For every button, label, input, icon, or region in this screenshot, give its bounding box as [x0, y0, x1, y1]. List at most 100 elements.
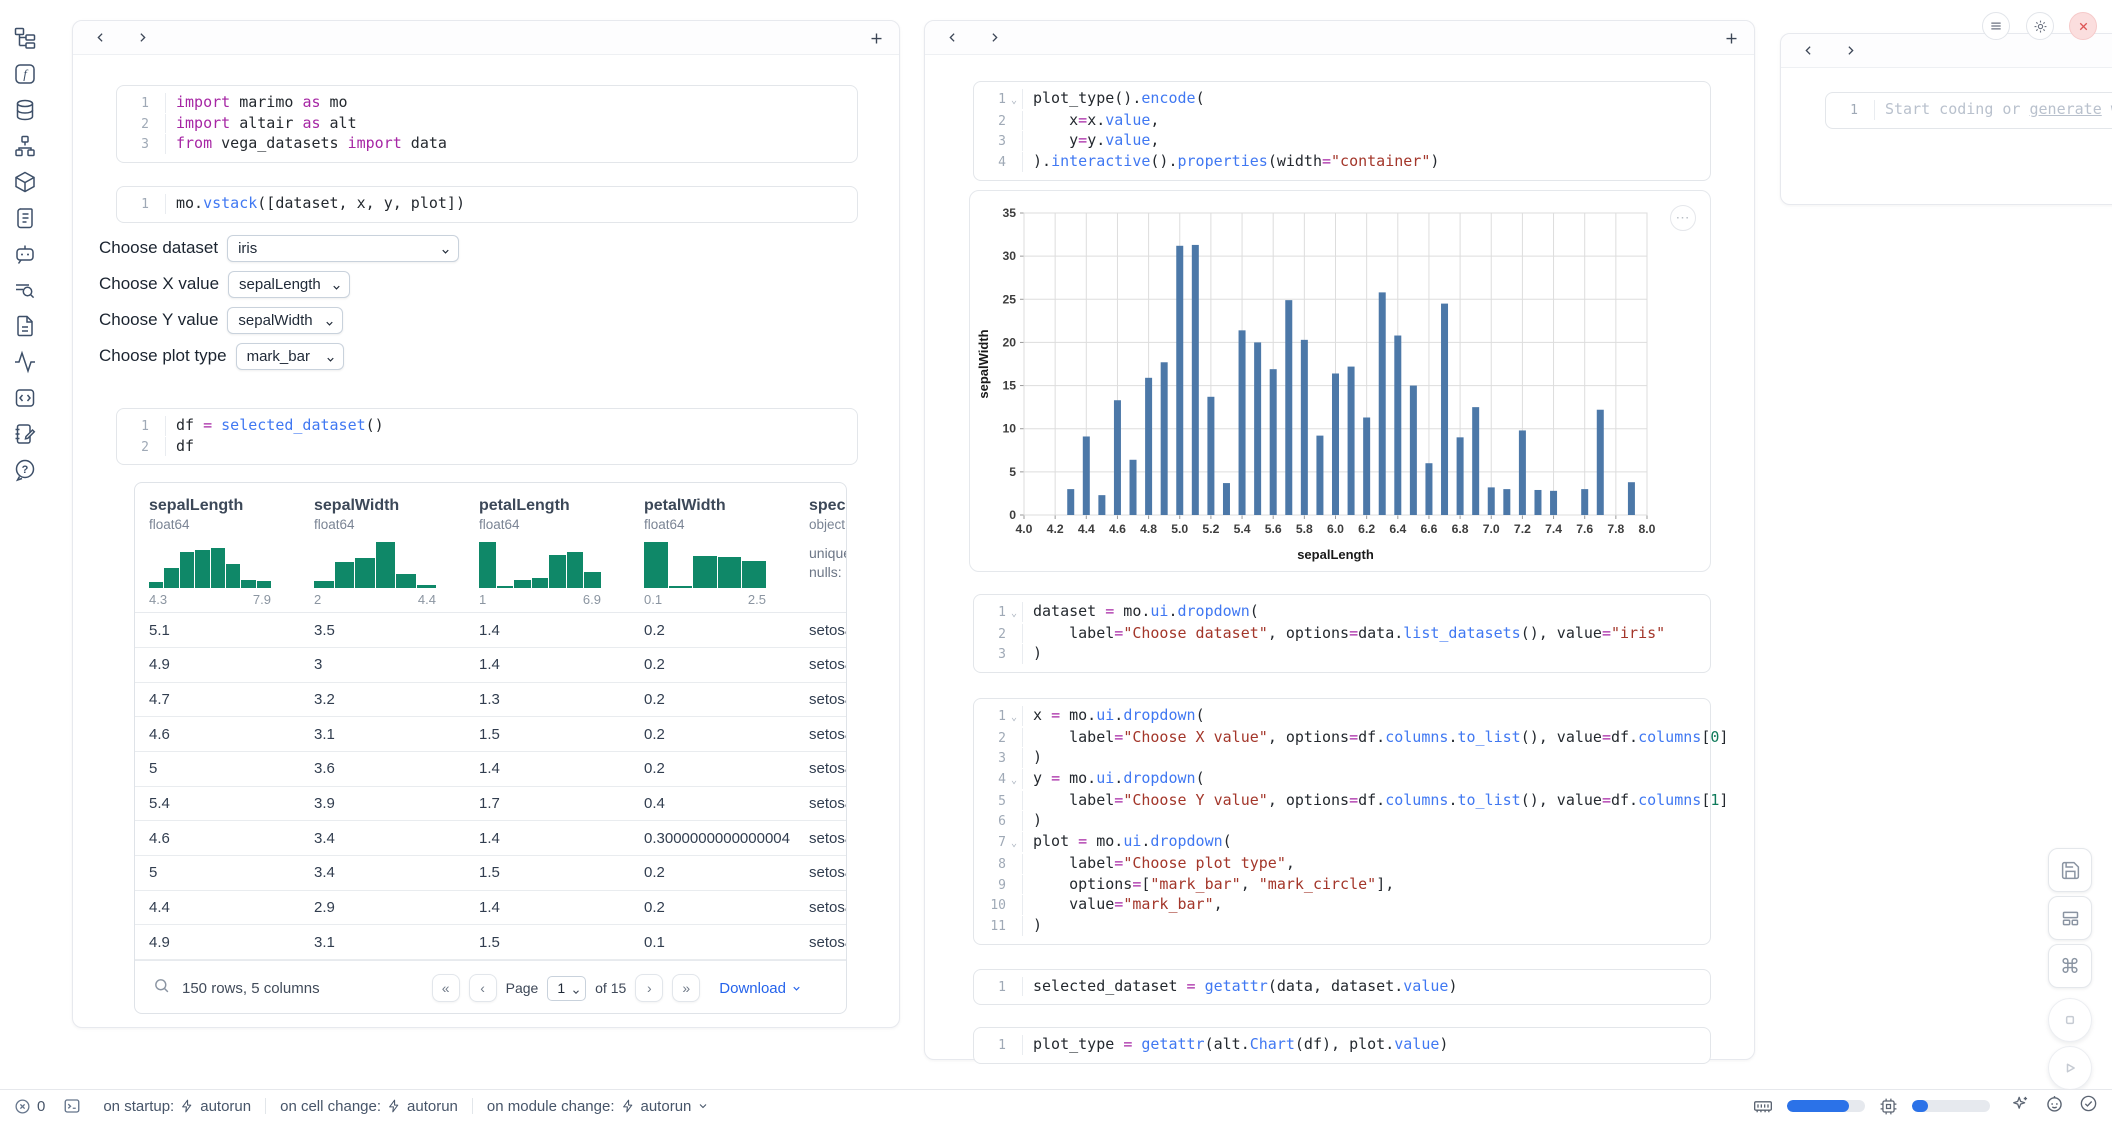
code-line[interactable]: x = mo.ui.dropdown(	[1022, 705, 1702, 726]
help-icon[interactable]: ?	[13, 458, 37, 482]
database-icon[interactable]	[13, 98, 37, 122]
code-line[interactable]: )	[1022, 915, 1702, 936]
table-row[interactable]: 4.7 3.2 1.3 0.2 setosa	[135, 683, 846, 718]
code-line[interactable]: plot_type = getattr(alt.Chart(df), plot.…	[1022, 1035, 1702, 1056]
table-search-icon[interactable]	[153, 977, 170, 999]
column-header-sepalLength[interactable]: sepalLength float64 4.3 7.9	[149, 497, 314, 612]
dropdown-choose-dataset[interactable]: iris	[227, 234, 460, 262]
cell-selected-dataset[interactable]: 1 selected_dataset = getattr(data, datase…	[973, 968, 1711, 1006]
code-line[interactable]: x=x.value,	[1022, 110, 1702, 131]
add-cell-button[interactable]	[863, 27, 889, 49]
code-line[interactable]: label="Choose dataset", options=data.lis…	[1022, 623, 1702, 644]
fold-toggle-icon[interactable]: ⌄	[1010, 607, 1018, 619]
table-row[interactable]: 4.6 3.1 1.5 0.2 setosa	[135, 717, 846, 752]
table-row[interactable]: 4.9 3 1.4 0.2 setosa	[135, 648, 846, 683]
cell-df[interactable]: 1 df = selected_dataset() 2 df	[116, 407, 858, 466]
stop-kernel-button[interactable]	[2048, 998, 2092, 1042]
code-line[interactable]: )	[1022, 748, 1702, 769]
functions-icon[interactable]: f	[13, 62, 37, 86]
code-line[interactable]: selected_dataset = getattr(data, dataset…	[1022, 976, 1702, 997]
scroll-docs-icon[interactable]	[13, 206, 37, 230]
code-line[interactable]: import altair as alt	[165, 113, 849, 134]
code-line[interactable]: import marimo as mo	[165, 93, 849, 113]
ai-assist-button[interactable]	[2010, 1094, 2030, 1119]
column-expand-right-icon[interactable]	[1837, 40, 1863, 62]
code-line[interactable]: from vega_datasets import data	[165, 134, 849, 155]
cell-plot[interactable]: 1 ⌄ plot_type().encode(2 x=x.value, 3 y=y.v…	[973, 81, 1711, 181]
code-line[interactable]: label="Choose Y value", options=df.colum…	[1022, 790, 1728, 811]
snippets-doc-icon[interactable]	[13, 314, 37, 338]
code-line[interactable]: y = mo.ui.dropdown(	[1022, 769, 1702, 789]
copilot-button[interactable]	[2044, 1093, 2065, 1119]
chat-bot-icon[interactable]	[13, 242, 37, 266]
column-header-petalWidth[interactable]: petalWidth float64 0.1 2.5	[644, 497, 809, 612]
connection-status-button[interactable]	[2079, 1094, 2098, 1118]
cell-vstack[interactable]: 1 mo.vstack([dataset, x, y, plot])	[116, 186, 858, 223]
table-row[interactable]: 5.1 3.5 1.4 0.2 setosa	[135, 613, 846, 648]
download-button[interactable]: Download	[719, 980, 802, 997]
column-header-sepalWidth[interactable]: sepalWidth float64 2 4.4	[314, 497, 479, 612]
run-all-button[interactable]	[2048, 1046, 2092, 1090]
code-line[interactable]: )	[1022, 811, 1702, 832]
cell-dataset-dropdown[interactable]: 1 ⌄ dataset = mo.ui.dropdown(2 label="Choo…	[973, 593, 1711, 673]
cell-imports[interactable]: 1 import marimo as mo 2 import altair as al…	[116, 85, 858, 164]
dropdown-choose-y-value[interactable]: sepalWidth	[227, 306, 344, 334]
terminal-button[interactable]	[63, 1097, 81, 1115]
column-collapse-left-icon[interactable]	[87, 27, 113, 49]
last-page-button[interactable]: »	[672, 974, 701, 1003]
empty-code-cell[interactable]: 1 Start coding or generate with	[1825, 92, 2112, 129]
table-row[interactable]: 5 3.6 1.4 0.2 setosa	[135, 752, 846, 787]
column-expand-right-icon[interactable]	[129, 27, 155, 49]
layout-toggle-button[interactable]	[2048, 896, 2092, 940]
cell-xyplot-dropdowns[interactable]: 1 ⌄ x = mo.ui.dropdown(2 label="Choose X v…	[973, 697, 1728, 945]
close-panel-button[interactable]	[2069, 12, 2097, 40]
add-cell-button[interactable]	[1718, 27, 1744, 49]
code-line[interactable]: df = selected_dataset()	[165, 415, 849, 436]
table-row[interactable]: 4.4 2.9 1.4 0.2 setosa	[135, 891, 846, 926]
column-header-petalLength[interactable]: petalLength float64 1 6.9	[479, 497, 644, 612]
scratchpad-icon[interactable]	[13, 422, 37, 446]
column-collapse-left-icon[interactable]	[1795, 40, 1821, 62]
altair-chart-output[interactable]: 4.0 4.2 4.4 4.6 4.8 5.0 5.2 5.4 5.6 5.8 6.0 6.2 6.4 6…	[969, 189, 1712, 573]
dropdown-choose-x-value[interactable]: sepalLength	[228, 270, 351, 298]
code-input[interactable]: Start coding or generate with	[1874, 100, 2112, 120]
page-select[interactable]: 1	[547, 975, 587, 1001]
settings-button[interactable]	[2026, 12, 2054, 40]
search-logs-icon[interactable]	[13, 278, 37, 302]
bar-chart[interactable]: 4.0 4.2 4.4 4.6 4.8 5.0 5.2 5.4 5.6 5.8 6.0 6.2 6.4 6…	[970, 191, 1712, 573]
code-line[interactable]: plot_type().encode(	[1022, 89, 1702, 109]
code-line[interactable]: df	[165, 436, 849, 457]
code-line[interactable]: dataset = mo.ui.dropdown(	[1022, 601, 1702, 622]
code-snippet-icon[interactable]	[13, 386, 37, 410]
table-row[interactable]: 4.9 3.1 1.5 0.1 setosa	[135, 925, 846, 961]
code-line[interactable]: plot = mo.ui.dropdown(	[1022, 832, 1702, 852]
code-line[interactable]: y=y.value,	[1022, 131, 1702, 152]
fold-toggle-icon[interactable]: ⌄	[1010, 711, 1018, 723]
code-line[interactable]: label="Choose plot type",	[1022, 853, 1702, 874]
code-line[interactable]: options=["mark_bar", "mark_circle"],	[1022, 874, 1702, 895]
generate-with-ai-link[interactable]: generate	[2029, 100, 2102, 118]
code-line[interactable]: label="Choose X value", options=df.colum…	[1022, 727, 1728, 748]
table-row[interactable]: 5 3.4 1.5 0.2 setosa	[135, 856, 846, 891]
tracing-activity-icon[interactable]	[13, 350, 37, 374]
table-row[interactable]: 4.6 3.4 1.4 0.3000000000000004 setosa	[135, 821, 846, 857]
code-line[interactable]: ).interactive().properties(width="contai…	[1022, 152, 1702, 172]
package-icon[interactable]	[13, 170, 37, 194]
code-line[interactable]: mo.vstack([dataset, x, y, plot])	[165, 194, 849, 214]
on-module-change-toggle[interactable]: on module change: autorun	[487, 1098, 709, 1115]
file-tree-icon[interactable]	[13, 26, 37, 50]
save-notebook-button[interactable]	[2048, 848, 2092, 892]
column-header-species[interactable]: species object unique: nulls:	[809, 497, 846, 612]
code-line[interactable]: )	[1022, 644, 1702, 664]
first-page-button[interactable]: «	[431, 974, 460, 1003]
fold-toggle-icon[interactable]: ⌄	[1010, 838, 1018, 850]
column-collapse-left-icon[interactable]	[939, 27, 965, 49]
fold-toggle-icon[interactable]: ⌄	[1010, 95, 1018, 106]
cell-plot-type[interactable]: 1 plot_type = getattr(alt.Chart(df), plot…	[973, 1027, 1711, 1065]
code-line[interactable]: value="mark_bar",	[1022, 895, 1702, 915]
chart-actions-button[interactable]: ⋯	[1670, 204, 1696, 231]
dropdown-choose-plot-type[interactable]: mark_bar	[235, 342, 344, 370]
fold-toggle-icon[interactable]: ⌄	[1010, 775, 1018, 787]
on-startup-toggle[interactable]: on startup: autorun	[103, 1097, 252, 1115]
on-cell-change-toggle[interactable]: on cell change: autorun	[280, 1097, 458, 1115]
